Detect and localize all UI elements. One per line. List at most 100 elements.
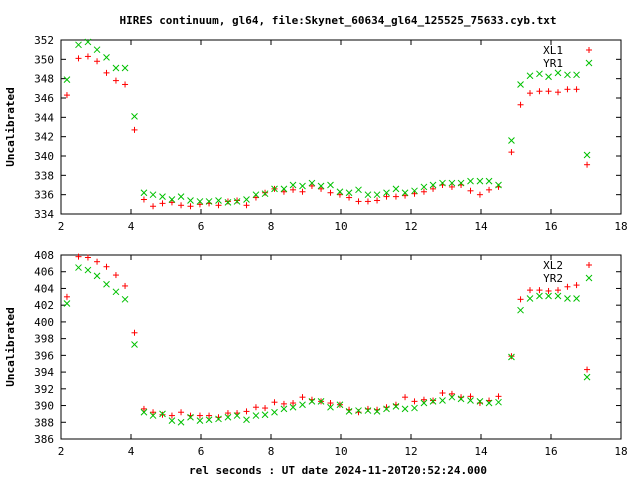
data-point: [75, 41, 82, 49]
legend-label: YR2: [543, 272, 563, 285]
data-point: [196, 201, 203, 208]
y-tick-label: 408: [34, 249, 54, 262]
data-point: [159, 410, 166, 418]
data-point: [430, 397, 437, 404]
y-tick-label: 402: [34, 299, 54, 312]
data-point: [336, 401, 344, 409]
data-point: [112, 288, 120, 296]
data-point: [224, 413, 232, 421]
data-point: [308, 182, 315, 189]
y-tick-label: 348: [34, 73, 54, 86]
data-point: [94, 258, 101, 265]
data-point: [196, 198, 204, 205]
data-point: [476, 398, 484, 405]
data-point: [233, 198, 241, 205]
data-point: [271, 185, 278, 193]
legend-marker: [586, 262, 592, 268]
data-point: [564, 295, 571, 302]
data-point: [336, 191, 343, 198]
data-point: [299, 401, 306, 409]
data-point: [262, 405, 269, 412]
data-point: [495, 181, 502, 189]
data-point: [573, 71, 580, 79]
data-point: [364, 198, 371, 205]
data-point: [536, 70, 543, 78]
data-point: [131, 126, 138, 133]
y-tick-label: 388: [34, 416, 54, 429]
data-point: [420, 399, 428, 407]
data-point: [112, 272, 119, 279]
data-point: [536, 292, 543, 300]
y-tick-label: 340: [34, 150, 54, 163]
legend-marker: [586, 47, 592, 53]
legend-label: XL2: [543, 259, 563, 272]
data-point: [495, 393, 502, 400]
data-point: [402, 394, 409, 401]
y-tick-label: 398: [34, 333, 54, 346]
data-point: [420, 188, 427, 195]
data-point: [262, 189, 269, 196]
data-point: [261, 411, 269, 419]
data-point: [233, 412, 241, 419]
x-tick-label: 8: [268, 220, 275, 233]
data-point: [517, 296, 524, 303]
data-point: [486, 186, 493, 193]
x-tick-label: 2: [58, 220, 65, 233]
data-point: [374, 197, 381, 204]
data-point: [177, 193, 185, 200]
data-point: [517, 306, 524, 314]
data-point: [215, 415, 222, 423]
data-point: [140, 408, 148, 416]
data-point: [93, 272, 101, 280]
data-point: [63, 300, 71, 307]
data-point: [289, 403, 297, 411]
data-point: [327, 400, 334, 407]
y-tick-label: 386: [34, 433, 54, 446]
data-point: [93, 46, 101, 54]
data-point: [564, 283, 571, 290]
x-tick-label: 10: [334, 220, 347, 233]
data-point: [206, 412, 213, 419]
y-tick-label: 404: [34, 282, 54, 295]
data-point: [439, 397, 446, 404]
data-point: [526, 72, 534, 80]
data-point: [149, 412, 157, 419]
data-point: [327, 181, 334, 189]
data-point: [63, 293, 70, 300]
data-point: [545, 88, 552, 95]
data-point: [429, 398, 437, 405]
data-point: [383, 405, 390, 413]
data-point: [149, 191, 157, 199]
legend-marker: [585, 274, 593, 282]
data-point: [103, 69, 110, 76]
data-point: [383, 193, 390, 200]
y-tick-label: 350: [34, 53, 54, 66]
y-tick-label: 334: [34, 208, 54, 221]
figure-title: HIRES continuum, gl64, file:Skynet_60634…: [119, 14, 556, 27]
data-point: [159, 411, 166, 418]
data-point: [527, 287, 533, 294]
data-point: [168, 196, 176, 203]
data-point: [187, 203, 194, 210]
data-point: [252, 412, 260, 419]
data-point: [84, 53, 91, 60]
data-point: [271, 408, 278, 416]
y-tick-label: 392: [34, 383, 54, 396]
series-yr2: [63, 264, 591, 426]
data-point: [243, 416, 250, 424]
data-point: [573, 295, 580, 302]
data-point: [420, 183, 428, 191]
data-point: [564, 71, 571, 79]
data-point: [131, 329, 138, 336]
data-point: [336, 188, 344, 196]
data-point: [187, 413, 194, 421]
data-point: [299, 394, 306, 401]
x-tick-label: 16: [544, 220, 557, 233]
data-point: [103, 263, 110, 270]
data-point: [411, 190, 418, 197]
data-point: [224, 199, 232, 206]
bottom-panel: 386 388 390 392 394 396 398 400 402 404 406 408 2 4 6 8…: [4, 249, 628, 458]
data-point: [271, 399, 278, 406]
data-point: [168, 199, 175, 206]
